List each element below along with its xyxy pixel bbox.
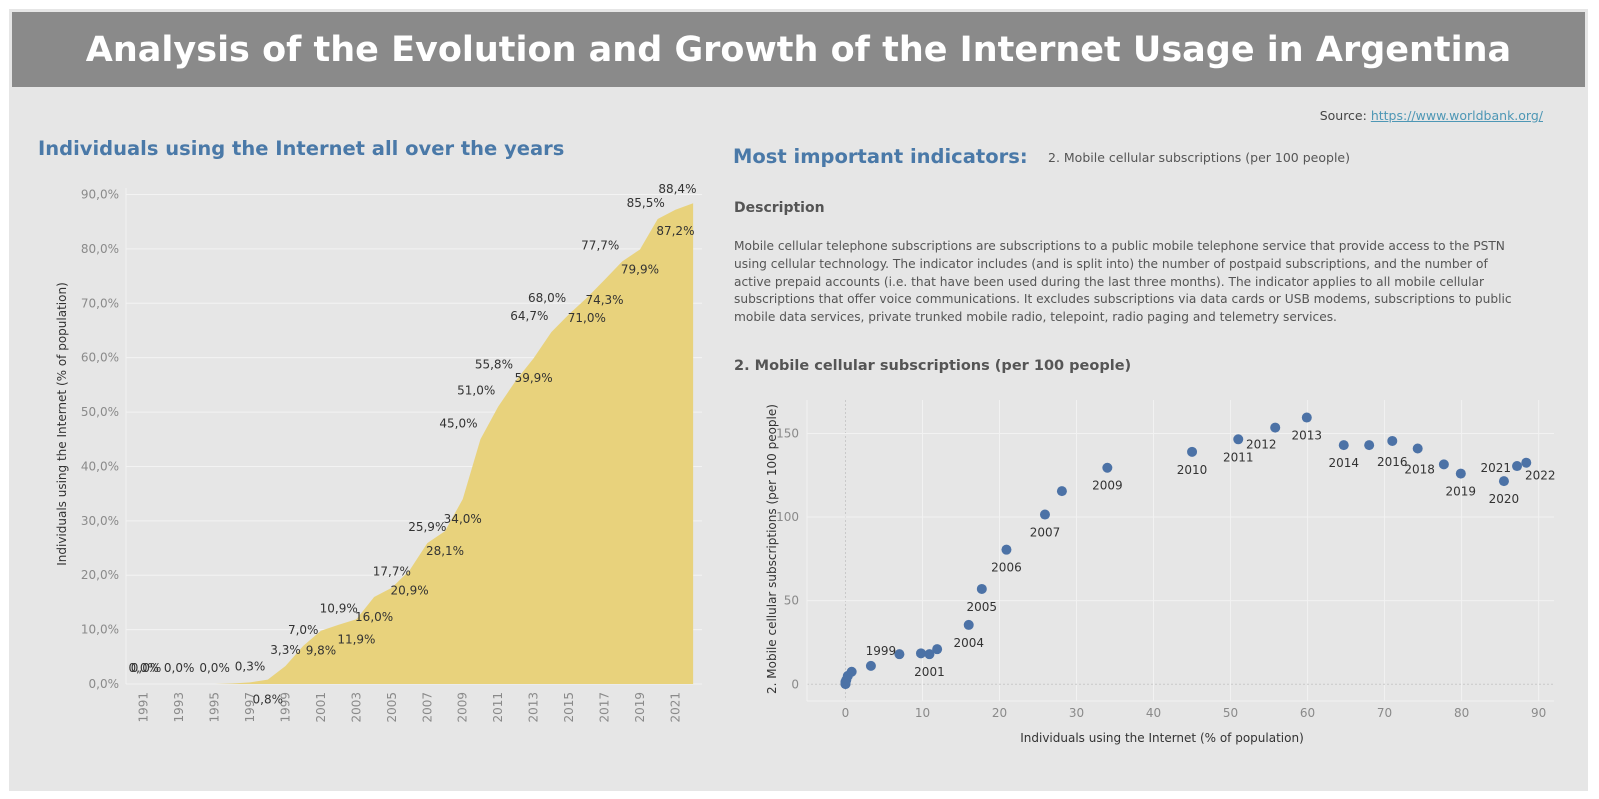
area-x-tick: 2005 (385, 692, 399, 723)
area-data-label: 68,0% (528, 291, 566, 305)
area-x-tick: 1993 (172, 692, 186, 723)
area-x-tick: 2007 (420, 692, 434, 723)
area-data-label: 51,0% (457, 384, 495, 398)
area-data-label: 16,0% (355, 610, 393, 624)
area-data-label: 0,0% (131, 661, 162, 675)
area-y-tick: 80,0% (81, 242, 119, 256)
area-x-tick: 2009 (456, 692, 470, 723)
area-data-label: 59,9% (515, 371, 553, 385)
area-x-tick: 1991 (137, 692, 151, 723)
area-data-label: 77,7% (581, 238, 619, 252)
area-y-tick: 90,0% (81, 188, 119, 202)
area-data-label: 17,7% (373, 565, 411, 579)
area-data-label: 9,8% (306, 644, 337, 658)
area-data-label: 88,4% (658, 182, 696, 196)
area-data-label: 0,0% (128, 661, 159, 675)
indicator-selector[interactable]: 2. Mobile cellular subscriptions (per 10… (1048, 150, 1350, 165)
area-y-tick: 70,0% (81, 296, 119, 310)
area-data-label: 0,0% (199, 661, 230, 675)
area-data-label: 25,9% (408, 520, 446, 534)
area-x-tick: 2017 (598, 692, 612, 723)
area-data-label: 74,3% (585, 293, 623, 307)
area-data-label: 11,9% (337, 632, 375, 646)
area-data-label: 71,0% (568, 311, 606, 325)
area-x-tick: 2015 (562, 692, 576, 723)
area-data-label: 20,9% (391, 583, 429, 597)
area-data-label: 55,8% (475, 358, 513, 372)
area-data-label: 7,0% (288, 623, 319, 637)
area-data-labels: 0,0%0,0% 0,0% 0,0% 0,3%0,8%3,3%7,0%9,8%10,9… (128, 182, 696, 706)
source-label: Source: (1319, 108, 1367, 123)
area-x-tick: 1999 (279, 692, 293, 723)
area-y-axis-label: Individuals using the Internet (% of pop… (55, 282, 69, 566)
area-x-tick: 2021 (668, 692, 682, 723)
description-text: Mobile cellular telephone subscriptions … (734, 239, 1512, 325)
area-x-tick: 2013 (527, 692, 541, 723)
area-x-tick: 1997 (243, 692, 257, 723)
dashboard: Analysis of the Evolution and Growth of … (9, 9, 1588, 791)
area-data-label: 3,3% (270, 643, 301, 657)
area-data-label: 28,1% (426, 544, 464, 558)
page-title: Analysis of the Evolution and Growth of … (85, 29, 1512, 70)
area-data-label: 45,0% (439, 416, 477, 430)
area-y-tick: 40,0% (81, 459, 119, 473)
area-chart-title: Individuals using the Internet all over … (38, 137, 565, 160)
area-data-label: 87,2% (656, 224, 694, 238)
area-data-label: 10,9% (320, 602, 358, 616)
header-banner: Analysis of the Evolution and Growth of … (12, 12, 1585, 87)
description-title: Description (734, 200, 825, 216)
area-data-label: 85,5% (627, 196, 665, 210)
indicators-title: Most important indicators: (733, 145, 1028, 168)
area-series (126, 203, 694, 684)
area-data-label: 0,8% (253, 693, 284, 707)
area-y-tick: 20,0% (81, 568, 119, 582)
area-x-tick: 2011 (491, 692, 505, 723)
area-x-tick-labels: 1991 1993 1995 1997 1999 2001 2003 2005 2007 2009… (137, 692, 683, 723)
area-data-label: 0,0% (164, 661, 195, 675)
area-data-label: 64,7% (510, 309, 548, 323)
area-x-tick: 2019 (633, 692, 647, 723)
source-link[interactable]: https://www.worldbank.org/ (1370, 108, 1543, 123)
area-x-tick: 1995 (208, 692, 222, 723)
area-y-tick-labels: 0,0% 10,0% 20,0% 30,0% 40,0% 50,0% 60,0% 70,0% 8… (81, 188, 119, 691)
area-data-label: 34,0% (444, 512, 482, 526)
area-data-label: 79,9% (621, 262, 659, 276)
area-y-tick: 30,0% (81, 514, 119, 528)
area-y-tick: 60,0% (81, 351, 119, 365)
area-y-tick: 50,0% (81, 405, 119, 419)
source-note: Source: https://www.worldbank.org/ (1320, 108, 1543, 123)
area-y-tick: 0,0% (89, 677, 120, 691)
scatter-chart-title: 2. Mobile cellular subscriptions (per 10… (734, 358, 1132, 374)
area-y-tick: 10,0% (81, 623, 119, 637)
area-x-tick: 2003 (349, 692, 363, 723)
area-x-tick: 2001 (314, 692, 328, 723)
area-data-label: 0,3% (235, 659, 266, 673)
area-chart: 0,0% 10,0% 20,0% 30,0% 40,0% 50,0% 60,0% 70,0% 8… (55, 182, 702, 723)
